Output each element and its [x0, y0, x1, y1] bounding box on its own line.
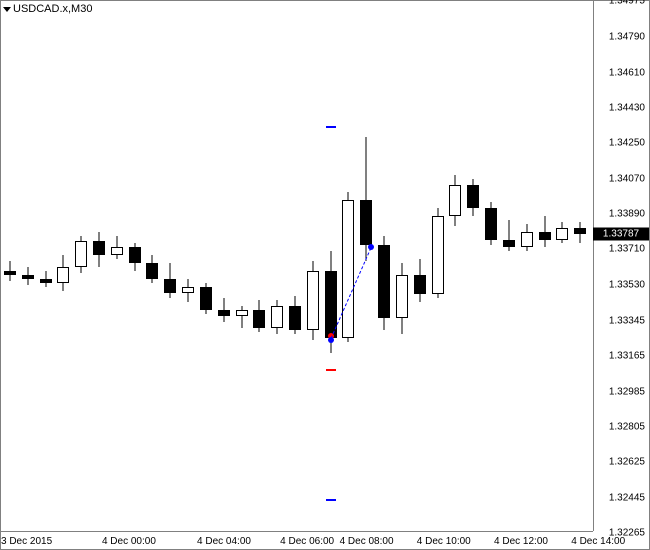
- candle: [574, 1, 586, 531]
- y-tick-label: 1.34250: [609, 138, 645, 149]
- candle: [111, 1, 123, 531]
- y-tick-label: 1.34975: [609, 0, 645, 7]
- candle: [432, 1, 444, 531]
- x-tick-label: 4 Dec 00:00: [102, 536, 156, 547]
- candle: [467, 1, 479, 531]
- candle: [200, 1, 212, 531]
- y-tick-label: 1.34430: [609, 102, 645, 113]
- candle: [40, 1, 52, 531]
- x-tick-label: 4 Dec 10:00: [417, 536, 471, 547]
- candle: [182, 1, 194, 531]
- x-tick-label: 4 Dec 12:00: [494, 536, 548, 547]
- candle: [521, 1, 533, 531]
- level-marker: [326, 126, 336, 128]
- candle: [556, 1, 568, 531]
- candle: [218, 1, 230, 531]
- x-tick-label: 4 Dec 08:00: [340, 536, 394, 547]
- x-axis: 3 Dec 2015 4 Dec 00:00 4 Dec 04:00 4 Dec 06…: [1, 531, 593, 549]
- x-tick-label: 3 Dec 2015: [1, 536, 52, 547]
- y-axis: 1.34975 1.34790 1.34610 1.34430 1.34250 1.340…: [593, 1, 649, 531]
- candle: [253, 1, 265, 531]
- y-tick-label: 1.33710: [609, 244, 645, 255]
- candle: [503, 1, 515, 531]
- candle: [164, 1, 176, 531]
- chart-title-bar[interactable]: USDCAD.x,M30: [3, 3, 92, 15]
- y-tick-label: 1.33890: [609, 208, 645, 219]
- plot-area[interactable]: [1, 1, 593, 531]
- candle: [289, 1, 301, 531]
- y-tick-label: 1.33345: [609, 315, 645, 326]
- y-tick-label: 1.34610: [609, 67, 645, 78]
- x-tick-label: 4 Dec 14:00: [571, 536, 625, 547]
- candle: [414, 1, 426, 531]
- candle: [539, 1, 551, 531]
- y-tick-label: 1.32445: [609, 492, 645, 503]
- chart-title: USDCAD.x,M30: [13, 3, 92, 15]
- candle: [236, 1, 248, 531]
- current-price-label: 1.33787: [593, 228, 649, 241]
- candle: [396, 1, 408, 531]
- candle: [325, 1, 337, 531]
- level-marker: [326, 369, 336, 371]
- candle: [378, 1, 390, 531]
- candle: [449, 1, 461, 531]
- candle: [22, 1, 34, 531]
- y-tick-label: 1.32805: [609, 421, 645, 432]
- chart-container[interactable]: USDCAD.x,M30 1.34975 1.34790 1.34610 1.3443…: [0, 0, 650, 550]
- x-tick-label: 4 Dec 06:00: [280, 536, 334, 547]
- candle: [271, 1, 283, 531]
- candle: [307, 1, 319, 531]
- dropdown-icon[interactable]: [3, 7, 11, 12]
- y-tick-label: 1.32985: [609, 386, 645, 397]
- candle: [93, 1, 105, 531]
- y-tick-label: 1.34070: [609, 173, 645, 184]
- y-tick-label: 1.34790: [609, 32, 645, 43]
- level-marker: [326, 499, 336, 501]
- candle: [4, 1, 16, 531]
- y-tick-label: 1.32625: [609, 457, 645, 468]
- candle: [75, 1, 87, 531]
- candle: [146, 1, 158, 531]
- candle: [57, 1, 69, 531]
- candle: [485, 1, 497, 531]
- candle: [129, 1, 141, 531]
- y-tick-label: 1.33165: [609, 351, 645, 362]
- y-tick-label: 1.33530: [609, 279, 645, 290]
- x-tick-label: 4 Dec 04:00: [197, 536, 251, 547]
- candle: [342, 1, 354, 531]
